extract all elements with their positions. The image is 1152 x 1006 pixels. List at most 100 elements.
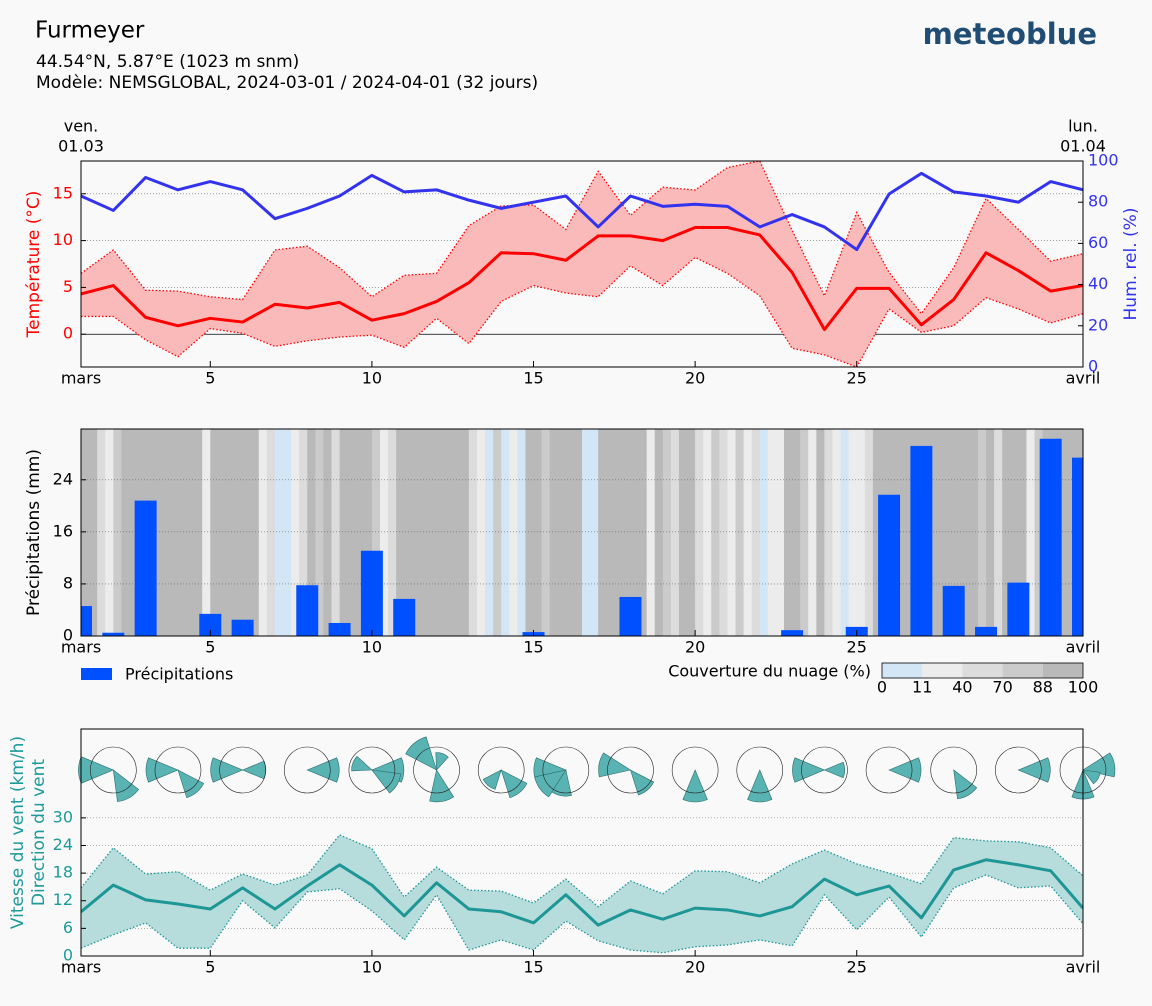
y-axis-label: Précipitations (mm) <box>24 449 44 616</box>
cloud-cover <box>856 429 866 636</box>
cloud-legend-label: 11 <box>912 678 932 697</box>
min-line <box>81 256 1083 367</box>
x-tick-label: avril <box>1066 958 1101 977</box>
x-tick-label: 10 <box>362 638 382 657</box>
cloud-cover <box>824 429 833 636</box>
y-tick-label: 10 <box>53 230 73 249</box>
wind-rose-circle <box>542 746 590 794</box>
cloud-cover <box>654 429 664 636</box>
cloud-cover <box>452 429 462 636</box>
cloud-cover <box>573 429 583 636</box>
cloud-legend-swatch <box>922 663 963 678</box>
wind-sector <box>629 769 655 796</box>
x-tick-label: 5 <box>205 958 215 977</box>
max-line <box>81 834 1083 908</box>
cloud-cover <box>678 429 688 636</box>
location-title: Furmeyer <box>35 18 145 44</box>
cloud-cover <box>549 429 559 636</box>
cloud-cover <box>1026 429 1036 636</box>
y-axis-label-2: Direction du vent <box>29 759 49 906</box>
y2-tick-label: 60 <box>1088 233 1108 252</box>
y-tick-label: 5 <box>63 277 73 296</box>
wind-sector <box>435 752 449 771</box>
wind-rose-circle <box>995 746 1042 794</box>
y-tick-label: 0 <box>63 626 73 645</box>
wind-sector <box>241 760 267 780</box>
x-tick-label: 15 <box>523 958 543 977</box>
x-tick-label: 15 <box>523 369 543 388</box>
x-tick-label: 15 <box>523 638 543 657</box>
cloud-cover <box>638 429 648 636</box>
cloud-cover <box>379 429 389 636</box>
cloud-cover <box>485 429 494 636</box>
cloud-cover <box>792 429 801 636</box>
y-tick-label: 15 <box>53 183 73 202</box>
wind-sector <box>351 755 373 772</box>
bar <box>619 596 642 636</box>
wind-sector <box>551 769 572 797</box>
y2-tick-label: 80 <box>1088 192 1108 211</box>
cloud-cover <box>105 429 114 636</box>
cloud-cover <box>994 429 1003 636</box>
y2-axis-label: Hum. rel. (%) <box>1121 208 1141 321</box>
cloud-cover <box>186 429 195 636</box>
cloud-cover <box>436 429 446 636</box>
top-date-label: 01.03 <box>58 137 104 156</box>
wind-rose-circle <box>930 746 978 794</box>
cloud-cover <box>250 429 260 636</box>
wind-rose-circle <box>671 746 719 794</box>
legend-label: Précipitations <box>125 665 233 684</box>
bar <box>231 619 254 636</box>
cloud-cover <box>169 429 179 636</box>
cloud-legend-swatch <box>1042 663 1083 678</box>
cloud-cover <box>501 429 510 636</box>
wind-rose-circle <box>865 746 913 794</box>
cloud-cover <box>202 429 211 636</box>
bar <box>942 585 965 636</box>
cloud-cover <box>307 429 316 636</box>
x-tick-label: 25 <box>847 369 867 388</box>
wind-rose-circle <box>607 746 654 794</box>
cloud-cover <box>646 429 656 636</box>
cloud-cover <box>363 429 373 636</box>
cloud-cover <box>396 429 405 636</box>
plot-frame <box>80 428 1084 637</box>
cloud-cover <box>598 429 607 636</box>
cloud-legend-label: 88 <box>1033 678 1053 697</box>
bar <box>393 598 416 636</box>
x-tick-label: 5 <box>205 638 215 657</box>
wind-sector <box>792 757 826 783</box>
bar <box>199 613 222 636</box>
cloud-cover <box>323 429 332 636</box>
cloud-cover <box>509 429 518 636</box>
x-tick-label: 25 <box>847 638 867 657</box>
plot-area <box>81 429 1083 636</box>
plot-frame <box>80 160 1084 368</box>
wind-sector <box>306 757 340 783</box>
wind-sector <box>112 769 140 802</box>
wind-sector <box>682 769 708 803</box>
cloud-cover <box>687 429 696 636</box>
cloud-cover <box>444 429 454 636</box>
y-tick-label: 16 <box>53 521 73 540</box>
cloud-cover <box>751 429 761 636</box>
y-tick-label: 12 <box>53 890 73 909</box>
y-tick-label: 24 <box>53 835 73 854</box>
cloud-cover <box>557 429 567 636</box>
y2-tick-label: 0 <box>1088 357 1098 376</box>
cloud-cover <box>283 429 292 636</box>
cloud-cover <box>735 429 745 636</box>
cloud-cover <box>590 429 599 636</box>
cloud-cover <box>953 429 963 636</box>
cloud-cover <box>161 429 171 636</box>
cloud-cover <box>1034 429 1044 636</box>
cloud-cover <box>711 429 720 636</box>
wind-rose-circle <box>154 746 202 794</box>
wind-sector <box>210 757 244 783</box>
y-tick-label: 0 <box>63 946 73 965</box>
cloud-cover <box>121 429 130 636</box>
wind-sector <box>405 736 438 771</box>
cloud-cover <box>210 429 219 636</box>
